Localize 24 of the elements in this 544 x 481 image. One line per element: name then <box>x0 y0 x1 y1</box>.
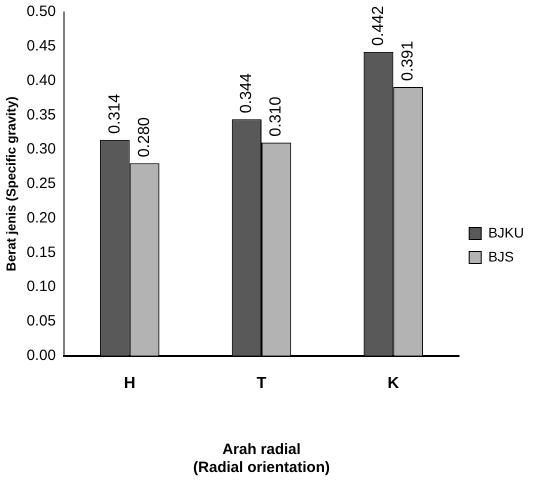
y-tick-label: 0.15 <box>26 244 56 261</box>
y-tick-label: 0.50 <box>26 3 56 20</box>
y-tick-label: 0.25 <box>26 175 56 192</box>
data-label: 0.314 <box>106 94 124 134</box>
data-label: 0.280 <box>136 117 153 158</box>
x-tick-label: H <box>124 374 136 392</box>
x-axis-title: Arah radial (Radial orientation) <box>193 441 330 476</box>
data-label: 0.310 <box>268 96 285 137</box>
data-label: 0.344 <box>238 73 256 114</box>
legend-label: BJKU <box>488 224 524 240</box>
data-label: 0.442 <box>370 6 387 46</box>
y-tick-label: 0.20 <box>26 209 56 226</box>
y-tick-label: 0.05 <box>26 312 56 330</box>
data-label: 0.391 <box>400 40 417 81</box>
y-axis-title: Berat jenis (Specific gravity) <box>3 96 18 272</box>
y-tick-label: 0.10 <box>26 278 56 296</box>
y-tick-label: 0.35 <box>26 106 56 124</box>
y-tick-label: 0.30 <box>26 140 56 158</box>
legend-label: BJS <box>488 248 514 264</box>
y-tick-label: 0.45 <box>26 38 56 55</box>
y-tick-label: 0.00 <box>26 346 56 364</box>
y-tick-label: 0.40 <box>26 72 56 89</box>
x-tick-label: K <box>388 374 400 392</box>
x-tick-label: T <box>256 374 267 392</box>
